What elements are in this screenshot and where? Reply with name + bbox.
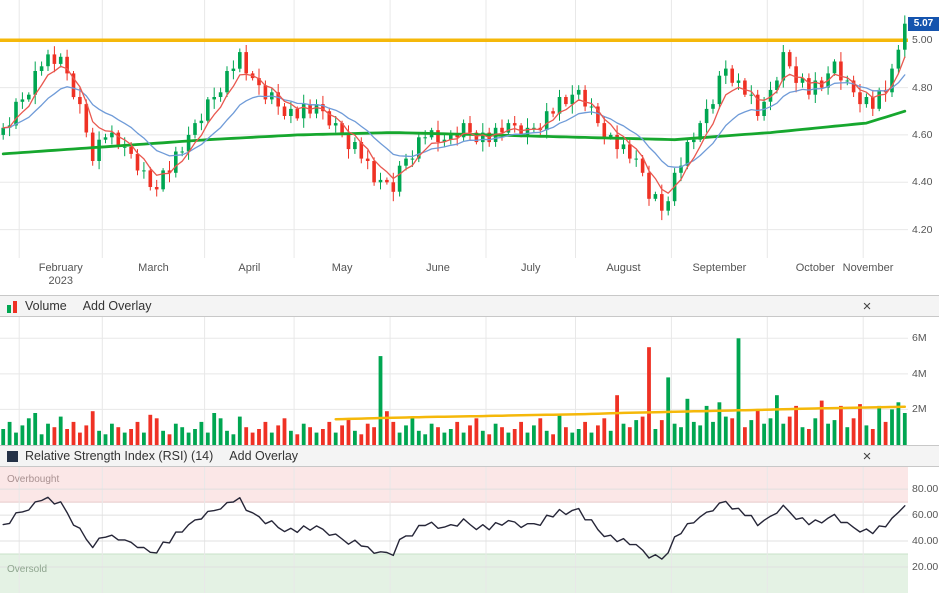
- volume-axis-label: 4M: [912, 367, 927, 380]
- rsi-close-button[interactable]: ×: [862, 448, 872, 465]
- price-y-axis: 5.00 4.80 4.60 4.40 4.20: [908, 0, 939, 258]
- x-axis-month-labels: February 2023 March April May June July August S…: [0, 258, 908, 292]
- month-label: November: [842, 262, 894, 274]
- oversold-label: Oversold: [7, 564, 48, 575]
- rsi-axis-label: 40.00: [912, 535, 939, 548]
- price-axis-label: 5.00: [912, 34, 933, 47]
- rsi-y-axis: 80.00 60.00 40.00 20.00: [908, 467, 939, 593]
- overbought-label: Overbought: [7, 474, 60, 485]
- rsi-add-overlay-link[interactable]: Add Overlay: [229, 449, 299, 463]
- rsi-axis-label: 60.00: [912, 509, 939, 522]
- rsi-title: Relative Strength Index (RSI) (14): [25, 449, 214, 463]
- volume-bar-chart[interactable]: [0, 317, 908, 445]
- month-label: March: [138, 262, 169, 274]
- volume-icon: [6, 300, 19, 313]
- month-label: February 2023: [38, 262, 83, 287]
- price-axis-label: 4.80: [912, 81, 933, 94]
- rsi-line-chart[interactable]: [0, 467, 908, 593]
- volume-axis-label: 2M: [912, 403, 927, 416]
- month-label: June: [426, 262, 450, 274]
- volume-axis-label: 6M: [912, 332, 927, 345]
- volume-panel-header: Volume Add Overlay ×: [0, 295, 939, 317]
- price-axis-label: 4.60: [912, 128, 933, 141]
- price-candlestick-chart[interactable]: [0, 0, 908, 258]
- price-axis-label: 4.20: [912, 223, 933, 236]
- month-label: July: [520, 262, 541, 274]
- rsi-axis-label: 80.00: [912, 483, 939, 496]
- price-axis-label: 4.40: [912, 176, 933, 189]
- month-label: April: [238, 262, 261, 274]
- rsi-panel-header: Relative Strength Index (RSI) (14) Add O…: [0, 445, 939, 467]
- month-label: September: [692, 262, 747, 274]
- rsi-axis-label: 20.00: [912, 561, 939, 574]
- last-price-badge: 5.07: [908, 16, 939, 31]
- volume-y-axis: 6M 4M 2M: [908, 317, 939, 445]
- volume-title: Volume: [25, 299, 67, 313]
- month-label: August: [606, 262, 641, 274]
- month-label: May: [331, 262, 353, 274]
- volume-add-overlay-link[interactable]: Add Overlay: [82, 299, 152, 313]
- rsi-icon: [6, 450, 19, 463]
- volume-close-button[interactable]: ×: [862, 298, 872, 315]
- month-label: October: [795, 262, 835, 274]
